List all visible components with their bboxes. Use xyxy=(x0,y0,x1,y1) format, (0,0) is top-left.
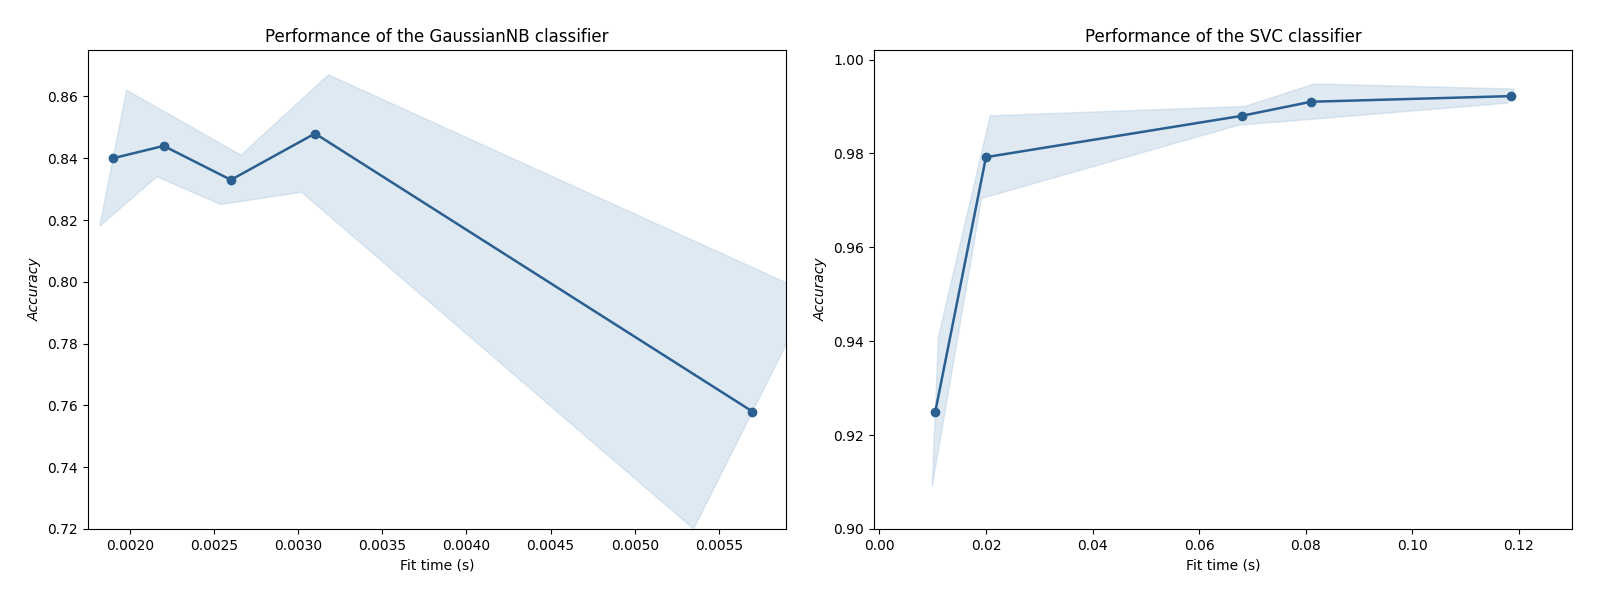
Polygon shape xyxy=(933,84,1514,487)
Y-axis label: Accuracy: Accuracy xyxy=(814,258,827,322)
Title: Performance of the GaussianNB classifier: Performance of the GaussianNB classifier xyxy=(266,28,608,46)
Title: Performance of the SVC classifier: Performance of the SVC classifier xyxy=(1085,28,1362,46)
Y-axis label: Accuracy: Accuracy xyxy=(27,258,42,322)
Polygon shape xyxy=(99,75,811,529)
X-axis label: Fit time (s): Fit time (s) xyxy=(1186,558,1261,572)
X-axis label: Fit time (s): Fit time (s) xyxy=(400,558,474,572)
